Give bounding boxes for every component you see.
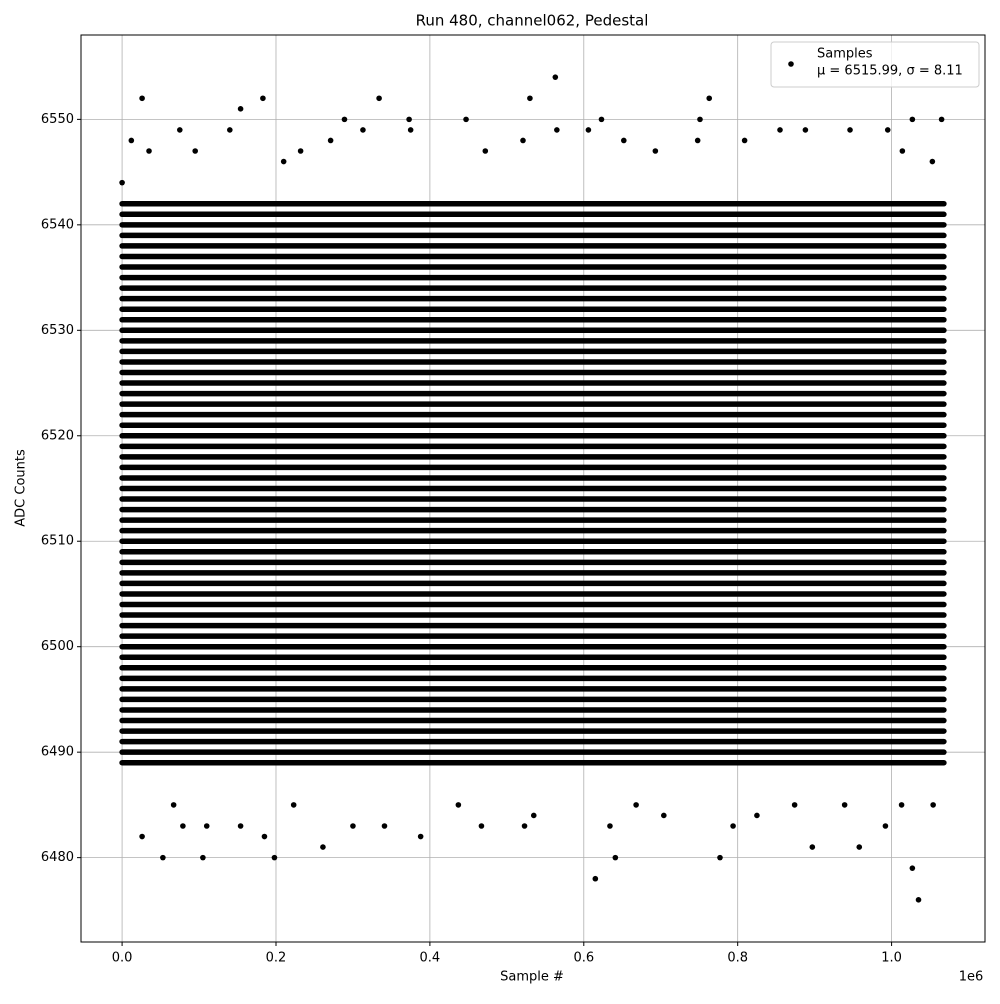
- sample-point: [791, 802, 798, 808]
- sample-point: [612, 854, 619, 861]
- y-tick-label: 6490: [41, 745, 74, 760]
- sample-point: [160, 854, 166, 861]
- sample-point: [227, 127, 233, 133]
- y-tick-label: 6550: [41, 112, 74, 127]
- sample-point: [341, 116, 348, 123]
- x-tick-label: 0.6: [573, 951, 594, 966]
- sample-point: [463, 116, 469, 123]
- sample-point: [741, 137, 748, 144]
- sample-point: [694, 137, 701, 144]
- sample-point: [585, 127, 592, 133]
- sample-point: [633, 802, 639, 808]
- sample-point: [407, 127, 414, 133]
- sample-point: [376, 95, 382, 102]
- sample-point: [170, 802, 177, 808]
- x-offset-label: 1e6: [959, 970, 984, 985]
- sample-point: [180, 823, 186, 829]
- sample-point: [802, 127, 809, 133]
- sample-point: [527, 95, 533, 102]
- sample-point: [482, 148, 489, 154]
- sample-point: [592, 875, 599, 882]
- sample-point: [271, 854, 278, 861]
- sample-point: [203, 823, 210, 829]
- sample-point: [381, 823, 388, 829]
- sample-point: [146, 148, 152, 154]
- y-tick-label: 6500: [41, 639, 74, 654]
- y-tick-label: 6480: [41, 850, 74, 865]
- y-tick-label: 6510: [41, 534, 74, 549]
- sample-point: [417, 833, 424, 840]
- sample-point: [652, 148, 659, 154]
- sample-point: [290, 802, 297, 808]
- x-tick-label: 0.8: [727, 951, 748, 966]
- y-tick-label: 6530: [41, 323, 74, 338]
- x-tick-label: 0.2: [266, 951, 287, 966]
- sample-point: [119, 179, 125, 186]
- sample-point: [360, 127, 366, 133]
- sample-point: [260, 95, 266, 102]
- sample-point: [915, 897, 922, 903]
- sample-point: [706, 95, 713, 102]
- sample-point: [899, 148, 906, 154]
- sample-point: [139, 833, 145, 840]
- sample-point: [697, 116, 703, 123]
- x-tick-label: 1.0: [881, 951, 902, 966]
- sample-point: [552, 74, 559, 80]
- sample-point: [847, 127, 853, 133]
- sample-point: [730, 823, 736, 829]
- sample-point: [455, 802, 462, 808]
- sample-point: [909, 116, 916, 123]
- sample-point: [280, 158, 287, 165]
- sample-point: [929, 158, 936, 165]
- sample-point: [520, 137, 526, 144]
- legend-stats: μ = 6515.99, σ = 8.11: [817, 64, 963, 79]
- sample-point: [128, 137, 135, 144]
- x-axis-label: Sample #: [500, 970, 564, 985]
- sample-point: [809, 844, 816, 850]
- sample-point: [884, 127, 891, 133]
- sample-point: [661, 812, 667, 819]
- sample-point: [898, 802, 905, 808]
- sample-point: [320, 844, 326, 850]
- y-tick-label: 6520: [41, 428, 74, 443]
- sample-point: [192, 148, 198, 154]
- sample-point: [607, 823, 613, 829]
- sample-point: [177, 127, 183, 133]
- sample-point: [327, 137, 334, 144]
- sample-point: [139, 95, 145, 102]
- sample-point: [598, 116, 605, 123]
- y-axis-label: ADC Counts: [14, 449, 29, 527]
- sample-point: [406, 116, 412, 123]
- legend-label: Samples: [817, 47, 873, 62]
- sample-point: [200, 854, 206, 861]
- sample-point: [261, 833, 268, 840]
- chart-title: Run 480, channel062, Pedestal: [416, 12, 649, 30]
- y-tick-label: 6540: [41, 217, 74, 232]
- sample-point: [841, 802, 848, 808]
- sample-point: [478, 823, 485, 829]
- sample-point: [717, 854, 723, 861]
- sample-point: [297, 148, 304, 154]
- sample-point: [237, 106, 244, 112]
- sample-point: [856, 844, 863, 850]
- sample-point: [530, 812, 537, 819]
- x-tick-label: 0.0: [112, 951, 133, 966]
- sample-point: [909, 865, 916, 871]
- sample-point: [621, 137, 627, 144]
- sample-point: [521, 823, 528, 829]
- legend-box: [770, 41, 980, 88]
- sample-point: [554, 127, 560, 133]
- plot-frame: [80, 34, 986, 943]
- sample-point: [754, 812, 760, 819]
- sample-point: [777, 127, 783, 133]
- sample-point: [350, 823, 356, 829]
- sample-point: [930, 802, 936, 808]
- sample-point: [938, 116, 945, 123]
- sample-point: [882, 823, 889, 829]
- sample-point: [237, 823, 244, 829]
- x-tick-label: 0.4: [420, 951, 441, 966]
- legend-marker: [788, 61, 794, 67]
